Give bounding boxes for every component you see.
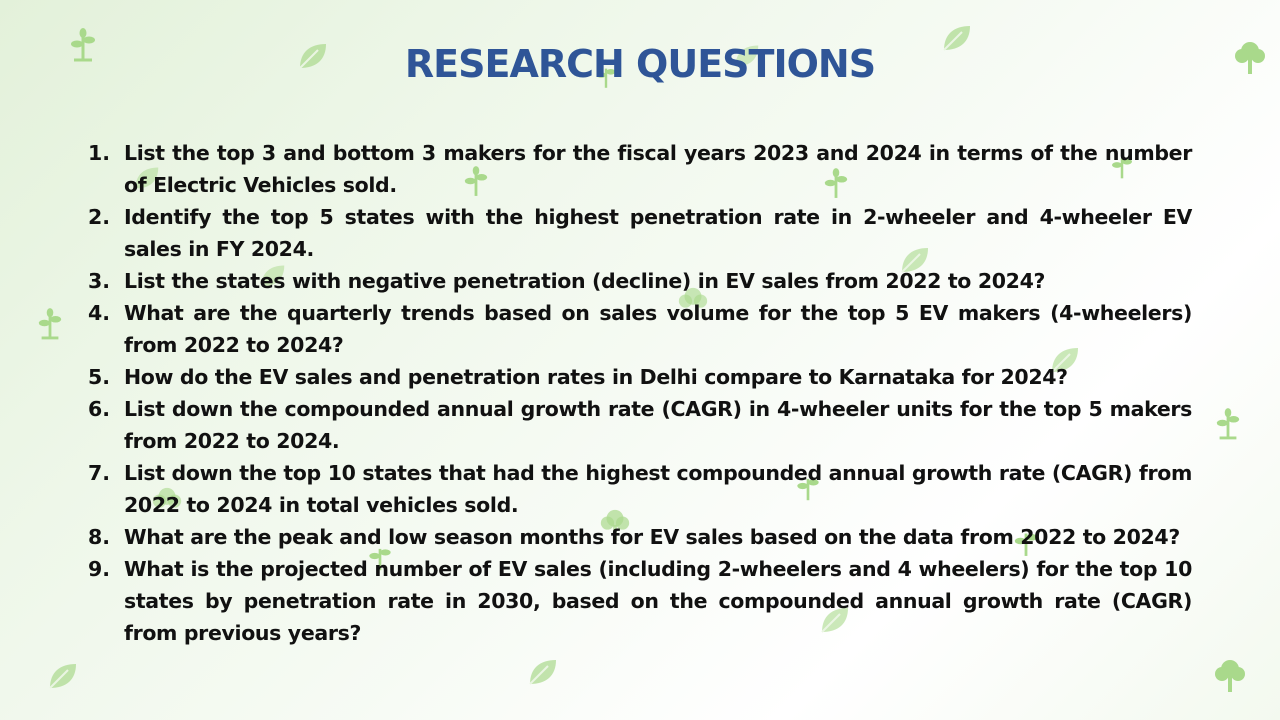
question-number: 2. [88,205,111,229]
list-item: 7. List down the top 10 states that had … [88,457,1192,521]
question-text: How do the EV sales and penetration rate… [124,365,1068,389]
list-item: 4. What are the quarterly trends based o… [88,297,1192,361]
list-item: 9. What is the projected number of EV sa… [88,553,1192,649]
question-number: 8. [88,525,111,549]
question-text: List down the top 10 states that had the… [124,461,1192,517]
question-text: What is the projected number of EV sales… [124,557,1192,645]
questions-list: 1. List the top 3 and bottom 3 makers fo… [88,137,1192,649]
question-number: 6. [88,397,111,421]
list-item: 5. How do the EV sales and penetration r… [88,361,1192,393]
question-text: List the top 3 and bottom 3 makers for t… [124,141,1192,197]
question-number: 5. [88,365,111,389]
question-number: 1. [88,141,111,165]
question-text: List the states with negative penetratio… [124,269,1046,293]
question-number: 3. [88,269,111,293]
question-text: Identify the top 5 states with the highe… [124,205,1192,261]
question-text: List down the compounded annual growth r… [124,397,1192,453]
list-item: 8. What are the peak and low season mont… [88,521,1192,553]
list-item: 3. List the states with negative penetra… [88,265,1192,297]
list-item: 2. Identify the top 5 states with the hi… [88,201,1192,265]
list-item: 6. List down the compounded annual growt… [88,393,1192,457]
question-text: What are the peak and low season months … [124,525,1180,549]
question-number: 7. [88,461,111,485]
list-item: 1. List the top 3 and bottom 3 makers fo… [88,137,1192,201]
slide-title: RESEARCH QUESTIONS [404,42,876,86]
question-number: 4. [88,301,111,325]
question-number: 9. [88,557,111,581]
question-text: What are the quarterly trends based on s… [124,301,1192,357]
